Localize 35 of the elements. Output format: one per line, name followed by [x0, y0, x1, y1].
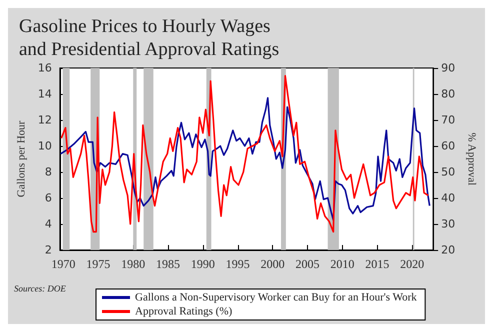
y2-tick-label: 70	[441, 114, 456, 126]
y2-tick-label: 20	[441, 244, 456, 256]
x-tick-label: 1995	[226, 257, 250, 271]
x-tick-label: 2010	[330, 257, 354, 271]
y-tick-label: 4	[44, 218, 52, 230]
y-tick-label: 12	[38, 114, 52, 126]
y-tick-label: 2	[44, 244, 52, 256]
y2-tick-label: 30	[441, 218, 456, 230]
y2-tick-label: 50	[441, 166, 456, 178]
x-tick-label: 1990	[190, 257, 215, 271]
x-tick-label: 1980	[121, 257, 146, 271]
x-tick-label: 2000	[260, 257, 285, 271]
y-tick-label: 8	[44, 166, 52, 178]
y-tick-label: 10	[38, 140, 52, 152]
y2-tick-label: 40	[441, 192, 456, 204]
y-tick-label: 6	[44, 192, 52, 204]
y-axis-title: Gallons per Hour	[16, 120, 28, 198]
line-series	[60, 75, 430, 233]
legend-label: Gallons a Non-Supervisory Worker can Buy for an Hour's Work	[135, 292, 418, 304]
source-note: Sources: DOE	[14, 284, 66, 294]
x-tick-label: 1970	[51, 257, 76, 271]
legend-label: Approval Ratings (%)	[135, 306, 232, 318]
x-tick-label: 2015	[365, 257, 390, 271]
y-tick-label: 14	[38, 88, 52, 100]
line-series	[60, 97, 430, 221]
y2-tick-label: 80	[441, 88, 456, 100]
x-tick-label: 2005	[296, 257, 320, 271]
chart-title: Gasoline Prices to Hourly Wages and Presidential Approval Ratings	[19, 16, 280, 60]
x-tick-label: 1975	[86, 257, 110, 271]
x-tick-label: 2020	[400, 257, 424, 271]
y2-axis-title: % Approval	[466, 132, 478, 186]
y-tick-label: 16	[38, 62, 52, 74]
y2-tick-label: 60	[441, 140, 456, 152]
y2-tick-label: 90	[441, 62, 456, 74]
x-tick-label: 1985	[156, 257, 180, 271]
